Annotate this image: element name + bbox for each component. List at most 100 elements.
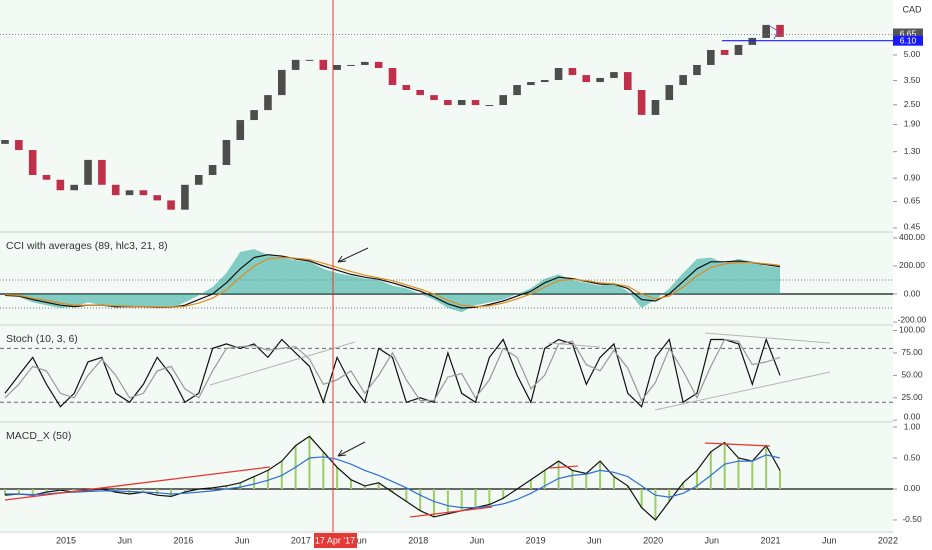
level-tag-label: 6.10 xyxy=(900,35,917,45)
candle xyxy=(637,89,646,115)
x-tick-label: Jun xyxy=(587,535,602,545)
trend-line xyxy=(547,342,601,348)
axes: 0.45 0.65 0.90 1.30 1.90 2.50 3.50 5.00 6.656.10… xyxy=(56,28,927,545)
y-tick-label: 5.00 xyxy=(904,49,921,59)
candle xyxy=(554,68,563,80)
candle xyxy=(194,174,203,185)
panel-title: CCI with averages (89, hlc3, 21, 8) xyxy=(6,240,168,252)
candle xyxy=(305,59,314,61)
trend-line xyxy=(654,371,831,411)
trend-line xyxy=(704,442,771,447)
panel-title: MACD_X (50) xyxy=(6,430,71,442)
candle xyxy=(153,195,162,201)
trend-line xyxy=(549,465,579,469)
y-tick-label: 1.90 xyxy=(904,119,921,129)
candle xyxy=(264,95,272,111)
price-tag-label: 6.65 xyxy=(900,29,917,39)
candle xyxy=(277,69,286,96)
y-tick-label: 1.30 xyxy=(904,146,921,156)
candle xyxy=(513,85,521,96)
candle xyxy=(582,75,591,83)
y-tick-label: 50.00 xyxy=(901,370,923,380)
x-tick-label: 2022 xyxy=(878,535,898,545)
y-tick-label: 3.50 xyxy=(904,75,921,85)
candle xyxy=(28,150,37,175)
candle xyxy=(15,140,23,151)
arrow-head xyxy=(337,255,347,263)
y-tick-label: 25.00 xyxy=(901,392,923,402)
y-tick-label: 0.65 xyxy=(904,196,921,206)
trend-line xyxy=(409,506,493,518)
candle xyxy=(42,174,51,180)
y-tick-label: 1.00 xyxy=(904,421,921,431)
candle xyxy=(610,72,618,78)
candle xyxy=(70,184,79,191)
pattern-mark xyxy=(767,24,779,40)
x-tick-label: Jun xyxy=(470,535,485,545)
candle xyxy=(236,120,245,141)
x-tick-label: 2016 xyxy=(173,535,193,545)
candle xyxy=(56,179,65,191)
x-tick-label: Jun xyxy=(705,535,720,545)
candle xyxy=(250,110,258,121)
x-tick-label: Jun xyxy=(117,535,132,545)
candle xyxy=(706,49,715,65)
x-tick-label: 2021 xyxy=(761,535,781,545)
arrow-head xyxy=(337,449,347,457)
candle xyxy=(457,100,466,106)
arrow xyxy=(337,247,369,263)
candle xyxy=(374,61,383,69)
x-tick-label: 2019 xyxy=(526,535,546,545)
candle xyxy=(596,77,604,83)
candle xyxy=(540,79,549,83)
candle xyxy=(125,190,134,196)
candle xyxy=(444,100,452,106)
price-axis-bg xyxy=(893,0,932,550)
candle xyxy=(361,61,369,65)
candle xyxy=(1,140,9,144)
annotations xyxy=(4,24,831,518)
level-tag xyxy=(893,35,923,46)
crosshair-label: 17 Apr '17 xyxy=(315,535,355,545)
candle xyxy=(776,24,784,37)
x-tick-label: Jun xyxy=(822,535,837,545)
y-tick-label: 0.50 xyxy=(904,452,921,462)
series-line xyxy=(4,435,781,521)
series-line xyxy=(5,454,781,509)
y-tick-label: 0.45 xyxy=(904,221,921,231)
candle xyxy=(139,190,148,196)
currency: CAD xyxy=(902,4,922,14)
x-tick-label: Jun xyxy=(235,535,250,545)
y-tick-label: 200.00 xyxy=(899,260,925,270)
candle xyxy=(319,59,328,70)
candle xyxy=(720,49,729,55)
price-tag xyxy=(893,28,923,40)
candle xyxy=(471,100,480,106)
candle xyxy=(679,75,687,86)
x-tick-label: 2017 xyxy=(291,535,311,545)
candle xyxy=(347,64,355,66)
arrow xyxy=(337,441,366,457)
candle xyxy=(98,159,106,185)
x-tick-label: 2020 xyxy=(643,535,663,545)
candle xyxy=(485,105,494,107)
candle xyxy=(333,64,341,70)
candle xyxy=(430,95,438,101)
y-tick-label: 0.00 xyxy=(904,411,921,421)
candle xyxy=(651,100,660,115)
candle xyxy=(167,200,175,210)
candle xyxy=(388,68,397,86)
panel-title: Stoch (10, 3, 6) xyxy=(6,333,78,345)
y-tick-label: 75.00 xyxy=(901,347,923,357)
candle xyxy=(291,59,300,70)
candle xyxy=(499,95,508,106)
candle xyxy=(84,159,92,185)
candle xyxy=(665,85,674,101)
x-tick-label: Jun xyxy=(352,535,367,545)
y-tick-label: -200.00 xyxy=(898,314,927,324)
candle xyxy=(568,68,577,76)
y-tick-label: 2.50 xyxy=(904,99,921,109)
panels: CCI with averages (89, hlc3, 21, 8) Stoch… xyxy=(0,24,932,533)
